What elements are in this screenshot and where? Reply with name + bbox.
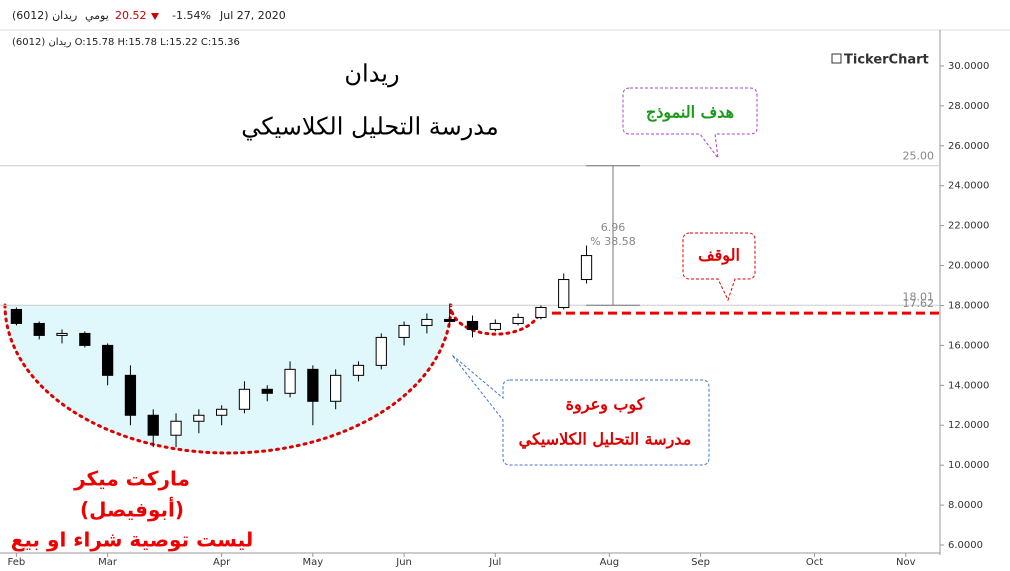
y-tick-label: 22.0000 [948, 221, 989, 232]
candle-body [466, 320, 479, 330]
candle-body [352, 364, 365, 376]
school-label: مدرسة التحليل الكلاسيكي [519, 430, 692, 450]
x-tick-label: Apr [213, 557, 231, 567]
y-tick-label: 8.0000 [948, 500, 983, 511]
level-label: 17.62 [903, 297, 935, 310]
x-tick-label: Jun [395, 557, 412, 567]
y-tick-label: 10.0000 [948, 460, 989, 471]
candle-body [33, 322, 45, 336]
date: Jul 27, 2020 [219, 9, 286, 22]
candle-body [193, 414, 205, 422]
y-tick-label: 18.0000 [948, 300, 989, 311]
header-bar [0, 0, 1010, 30]
y-tick-label: 6.0000 [948, 540, 983, 551]
chart-title: ريدان [344, 60, 399, 88]
stop-callout [682, 232, 756, 302]
candle-body [444, 318, 456, 322]
x-tick-label: Aug [600, 557, 620, 567]
stop-label: الوقف [698, 246, 740, 266]
symbol: ريدان (6012) [12, 9, 77, 22]
candle-body [580, 255, 593, 281]
logo-icon [831, 53, 842, 64]
pattern-label: كوب وعروة [566, 395, 645, 415]
plot [0, 165, 940, 455]
candle-body [421, 318, 433, 326]
level-label: 18.01 [903, 290, 935, 303]
y-tick-label: 16.0000 [948, 340, 989, 351]
logo: TickerChart [844, 53, 929, 68]
price: 20.52 [115, 9, 147, 22]
y-tick-label: 14.0000 [948, 380, 989, 391]
candle-body [124, 374, 137, 416]
y-tick-label: 30.0000 [948, 61, 989, 72]
ohlc-line: ريدان (6012) O:15.78 H:15.78 L:15.22 C:1… [12, 37, 240, 48]
candle-body [170, 420, 182, 436]
change: -1.54% [172, 9, 211, 22]
candle-body [330, 374, 342, 402]
measure-percent: % 38.58 [590, 235, 635, 248]
candle-body [398, 324, 410, 338]
candle-body [147, 414, 159, 436]
x-tick-label: Nov [896, 557, 916, 567]
measure-change: 6.96 [601, 221, 626, 234]
y-tick-label: 12.0000 [948, 420, 989, 431]
author-alias: (أبوفيصل) [80, 496, 184, 522]
candle-body [79, 332, 91, 346]
x-tick-label: Feb [8, 557, 26, 567]
candle-body [375, 336, 387, 366]
candle-body [512, 316, 524, 324]
x-tick-label: Oct [806, 557, 823, 567]
x-tick-label: May [303, 557, 324, 567]
cup-outline [3, 303, 453, 455]
period: يومي [85, 9, 109, 22]
disclaimer: ليست توصية شراء او بيع [11, 528, 254, 552]
author: ماركت ميكر [73, 467, 190, 491]
candle-body [101, 344, 114, 376]
y-tick-label: 28.0000 [948, 101, 989, 112]
x-tick-label: Jul [488, 557, 501, 567]
candle-body [535, 306, 547, 318]
candle-body [284, 368, 296, 394]
x-tick-label: Mar [98, 557, 118, 567]
cup-area [5, 305, 451, 453]
candle-body [238, 388, 251, 410]
target-callout [622, 87, 758, 160]
level-label: 25.00 [903, 150, 935, 163]
pattern-callout [451, 354, 710, 466]
x-tick-label: Sep [691, 557, 710, 567]
target-label: هدف النموذج [646, 103, 734, 123]
y-tick-label: 26.0000 [948, 141, 989, 152]
candle-body [261, 388, 273, 394]
candle-body [558, 279, 570, 308]
down-arrow [151, 13, 159, 20]
candle-body [489, 322, 501, 330]
y-tick-label: 24.0000 [948, 181, 989, 192]
candle-body [10, 308, 23, 324]
candle-body [216, 408, 228, 416]
y-tick-label: 20.0000 [948, 261, 989, 272]
candle-body [56, 332, 68, 336]
handle-outline [450, 310, 542, 336]
chart-subtitle: مدرسة التحليل الكلاسيكي [241, 113, 499, 141]
candle-body [307, 368, 319, 402]
